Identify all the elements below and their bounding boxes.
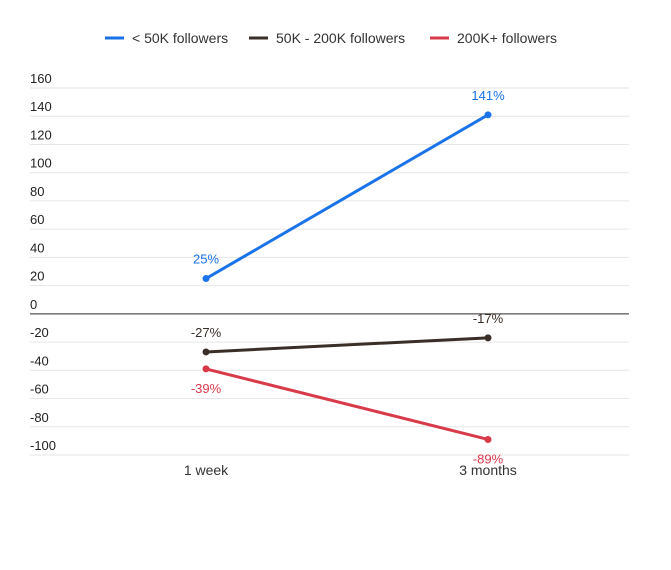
legend-label: 50K - 200K followers [276,30,405,46]
data-label: -17% [473,311,504,326]
legend-label: < 50K followers [132,30,228,46]
y-tick-label: -60 [30,382,49,397]
data-label: -27% [191,325,222,340]
legend-label: 200K+ followers [457,30,557,46]
data-label: 141% [471,88,505,103]
y-tick-label: -40 [30,353,49,368]
y-tick-label: 160 [30,71,52,86]
y-tick-label: 100 [30,156,52,171]
y-tick-label: 40 [30,240,44,255]
data-label: 25% [193,252,219,267]
data-point [202,348,210,356]
y-tick-label: 0 [30,297,37,312]
series-line [204,367,490,441]
y-tick-label: 60 [30,212,44,227]
data-point [484,435,492,443]
series-line [204,113,490,281]
y-tick-label: 140 [30,99,52,114]
y-tick-label: 80 [30,184,44,199]
series-line [204,336,490,354]
data-point [202,275,210,283]
y-tick-label: 120 [30,127,52,142]
y-tick-label: 20 [30,269,44,284]
y-tick-label: -80 [30,410,49,425]
data-label: -39% [191,381,222,396]
y-tick-label: -100 [30,438,56,453]
y-tick-label: -20 [30,325,49,340]
data-point [202,365,210,373]
data-point [484,334,492,342]
x-tick-label: 3 months [459,462,517,478]
data-point [484,111,492,119]
data-label: -89% [473,451,504,466]
x-tick-label: 1 week [184,462,229,478]
